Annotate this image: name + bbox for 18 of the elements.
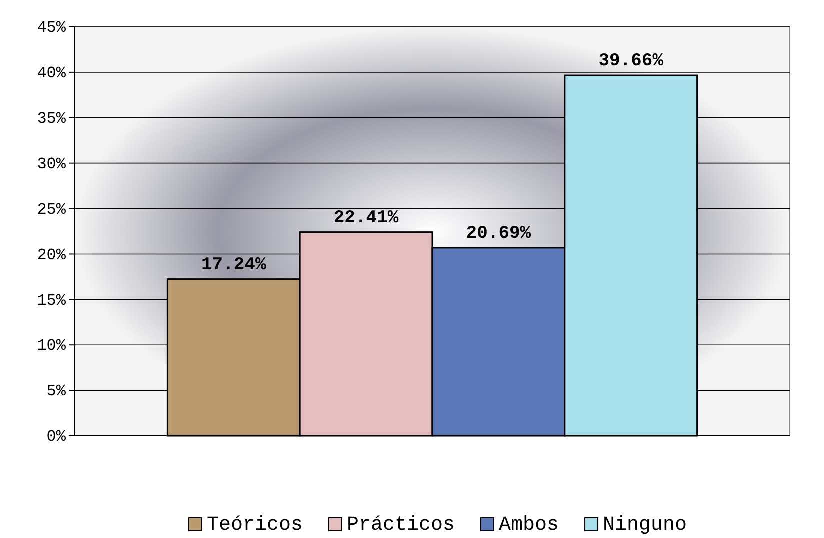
y-tick-label: 25% [37, 200, 66, 219]
y-tick-label: 0% [46, 428, 66, 446]
y-tick-label: 35% [37, 110, 66, 128]
y-tick-label: 15% [37, 292, 66, 310]
legend-label: Ninguno [603, 514, 688, 537]
legend-label: Teóricos [206, 514, 303, 537]
text: 22.41% [334, 208, 399, 228]
text: 39.66% [598, 52, 664, 72]
y-tick-label: 20% [37, 246, 66, 264]
text: 20.69% [466, 224, 532, 244]
legend-label: Prácticos [346, 514, 456, 537]
text: 17.24% [201, 255, 266, 276]
y-tick-label: 30% [37, 155, 66, 174]
y-tick-label: 10% [37, 337, 66, 356]
y-tick-label: 40% [37, 64, 66, 83]
legend-label: Ambos [499, 514, 560, 537]
y-tick-label: 45% [37, 19, 66, 38]
y-tick-label: 5% [46, 382, 66, 401]
